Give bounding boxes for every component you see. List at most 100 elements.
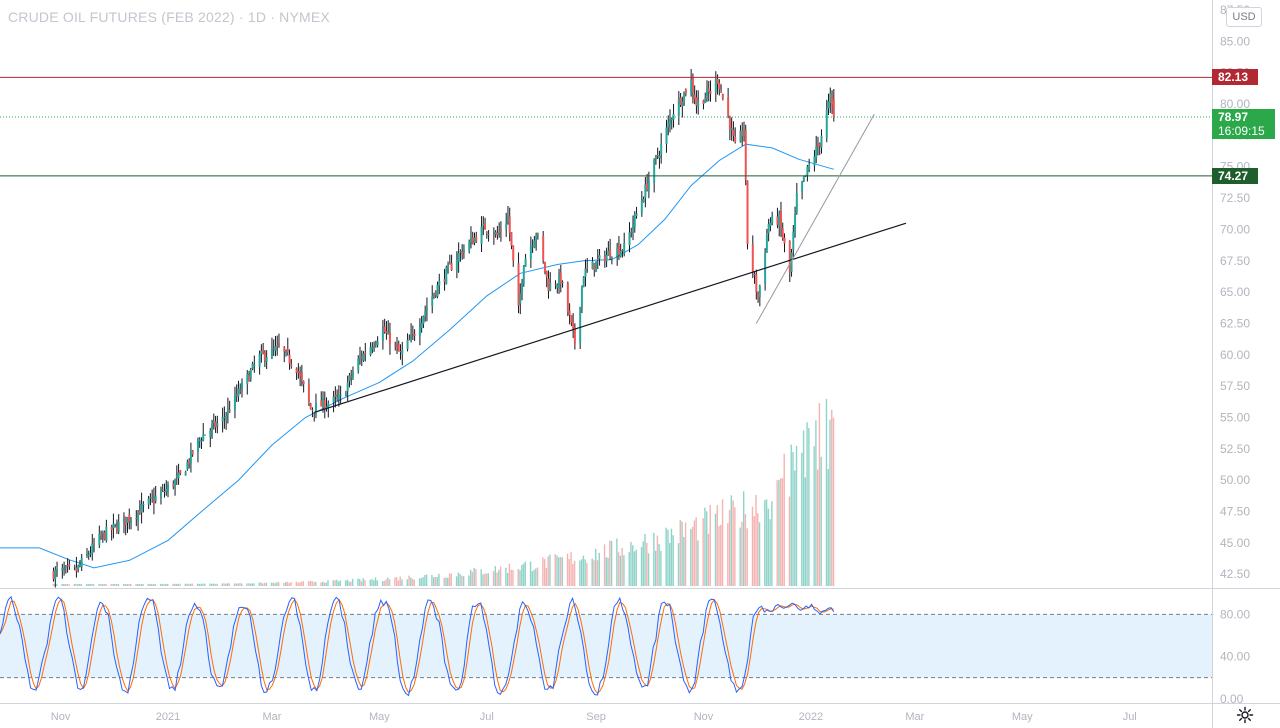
volume-bar bbox=[359, 579, 361, 586]
candle bbox=[270, 337, 273, 360]
candle-body bbox=[558, 274, 561, 287]
candle-body bbox=[628, 232, 631, 246]
volume-bar bbox=[249, 583, 252, 586]
candle-body bbox=[209, 430, 212, 437]
candle-body bbox=[461, 251, 464, 256]
candle-body bbox=[360, 356, 363, 359]
candle bbox=[80, 553, 83, 571]
candle bbox=[779, 201, 782, 237]
volume-bar bbox=[468, 575, 470, 586]
volume-bar bbox=[635, 549, 637, 586]
time-tick-label: Jul bbox=[1123, 711, 1137, 723]
candle bbox=[124, 516, 127, 536]
volume-bar bbox=[395, 577, 398, 586]
volume-bar bbox=[126, 583, 128, 586]
candle bbox=[660, 133, 663, 164]
candle-body bbox=[177, 472, 180, 479]
candle-body bbox=[559, 272, 562, 285]
candle-body bbox=[221, 417, 224, 422]
candle bbox=[432, 292, 435, 299]
volume-bar bbox=[350, 581, 352, 586]
candle-body bbox=[432, 293, 435, 296]
candle bbox=[212, 413, 215, 430]
volume-bar bbox=[142, 583, 144, 586]
candle bbox=[482, 216, 485, 236]
volume-bar bbox=[286, 581, 289, 586]
candle-body bbox=[718, 82, 721, 90]
volume-bar bbox=[690, 529, 692, 586]
candle bbox=[506, 205, 509, 225]
candle bbox=[93, 537, 96, 553]
candle bbox=[792, 225, 795, 257]
candle bbox=[448, 254, 451, 265]
candle bbox=[299, 366, 302, 387]
volume-bar bbox=[521, 564, 523, 586]
candle bbox=[395, 336, 398, 355]
volume-bar bbox=[487, 573, 489, 586]
volume-bar bbox=[223, 583, 225, 586]
candle-body bbox=[135, 518, 138, 520]
candle-body bbox=[322, 398, 325, 408]
time-tick-label: Mar bbox=[905, 711, 924, 723]
candle bbox=[758, 284, 761, 307]
candle bbox=[820, 129, 823, 154]
volume-bar bbox=[549, 554, 551, 586]
candle-body bbox=[455, 259, 458, 271]
volume-bar bbox=[436, 577, 438, 586]
gear-icon[interactable] bbox=[1236, 706, 1254, 724]
candle-body bbox=[263, 352, 266, 361]
candle bbox=[373, 341, 376, 352]
candle bbox=[66, 558, 69, 573]
candle-body bbox=[61, 568, 64, 571]
candle bbox=[408, 334, 411, 341]
volume-bar bbox=[258, 582, 261, 586]
volume-bar bbox=[52, 584, 54, 586]
candle-body bbox=[93, 543, 96, 545]
candle-body bbox=[302, 381, 305, 385]
candle-body bbox=[297, 371, 300, 373]
candle-body bbox=[124, 516, 127, 525]
volume-bar bbox=[788, 496, 791, 586]
candle bbox=[223, 406, 226, 429]
candle-body bbox=[283, 347, 286, 352]
candle bbox=[214, 415, 217, 433]
moving-average-line bbox=[0, 143, 834, 569]
candle-body bbox=[619, 250, 622, 257]
candle-body bbox=[147, 498, 150, 505]
candle bbox=[61, 563, 64, 579]
currency-selector[interactable]: USD bbox=[1226, 7, 1262, 27]
candle bbox=[179, 469, 182, 476]
candle bbox=[794, 206, 797, 238]
candle-body bbox=[239, 390, 242, 392]
volume-bar bbox=[443, 577, 445, 586]
candle-body bbox=[517, 263, 520, 306]
candle-body bbox=[431, 296, 434, 306]
candle bbox=[295, 367, 298, 380]
candle-body bbox=[202, 434, 205, 441]
candle bbox=[728, 115, 731, 141]
candle-body bbox=[91, 543, 94, 554]
candle bbox=[827, 93, 830, 116]
candle-body bbox=[161, 489, 164, 491]
volume-bar bbox=[128, 583, 130, 586]
volume-bar bbox=[175, 583, 178, 586]
candle-body bbox=[607, 250, 610, 256]
candle-body bbox=[52, 570, 55, 580]
candle-body bbox=[260, 350, 263, 354]
candle bbox=[186, 459, 189, 471]
candle-body bbox=[667, 122, 670, 128]
candle bbox=[568, 303, 571, 325]
candle bbox=[721, 93, 724, 101]
candle bbox=[524, 253, 527, 267]
volume-bar bbox=[75, 583, 77, 586]
volume-bar bbox=[246, 583, 248, 586]
candle bbox=[556, 283, 559, 294]
candle-body bbox=[253, 364, 256, 367]
candle-body bbox=[395, 346, 398, 348]
candle bbox=[679, 92, 682, 108]
candle-body bbox=[80, 558, 83, 568]
candle bbox=[438, 273, 441, 295]
candle bbox=[167, 481, 170, 498]
candle-body bbox=[447, 264, 450, 268]
